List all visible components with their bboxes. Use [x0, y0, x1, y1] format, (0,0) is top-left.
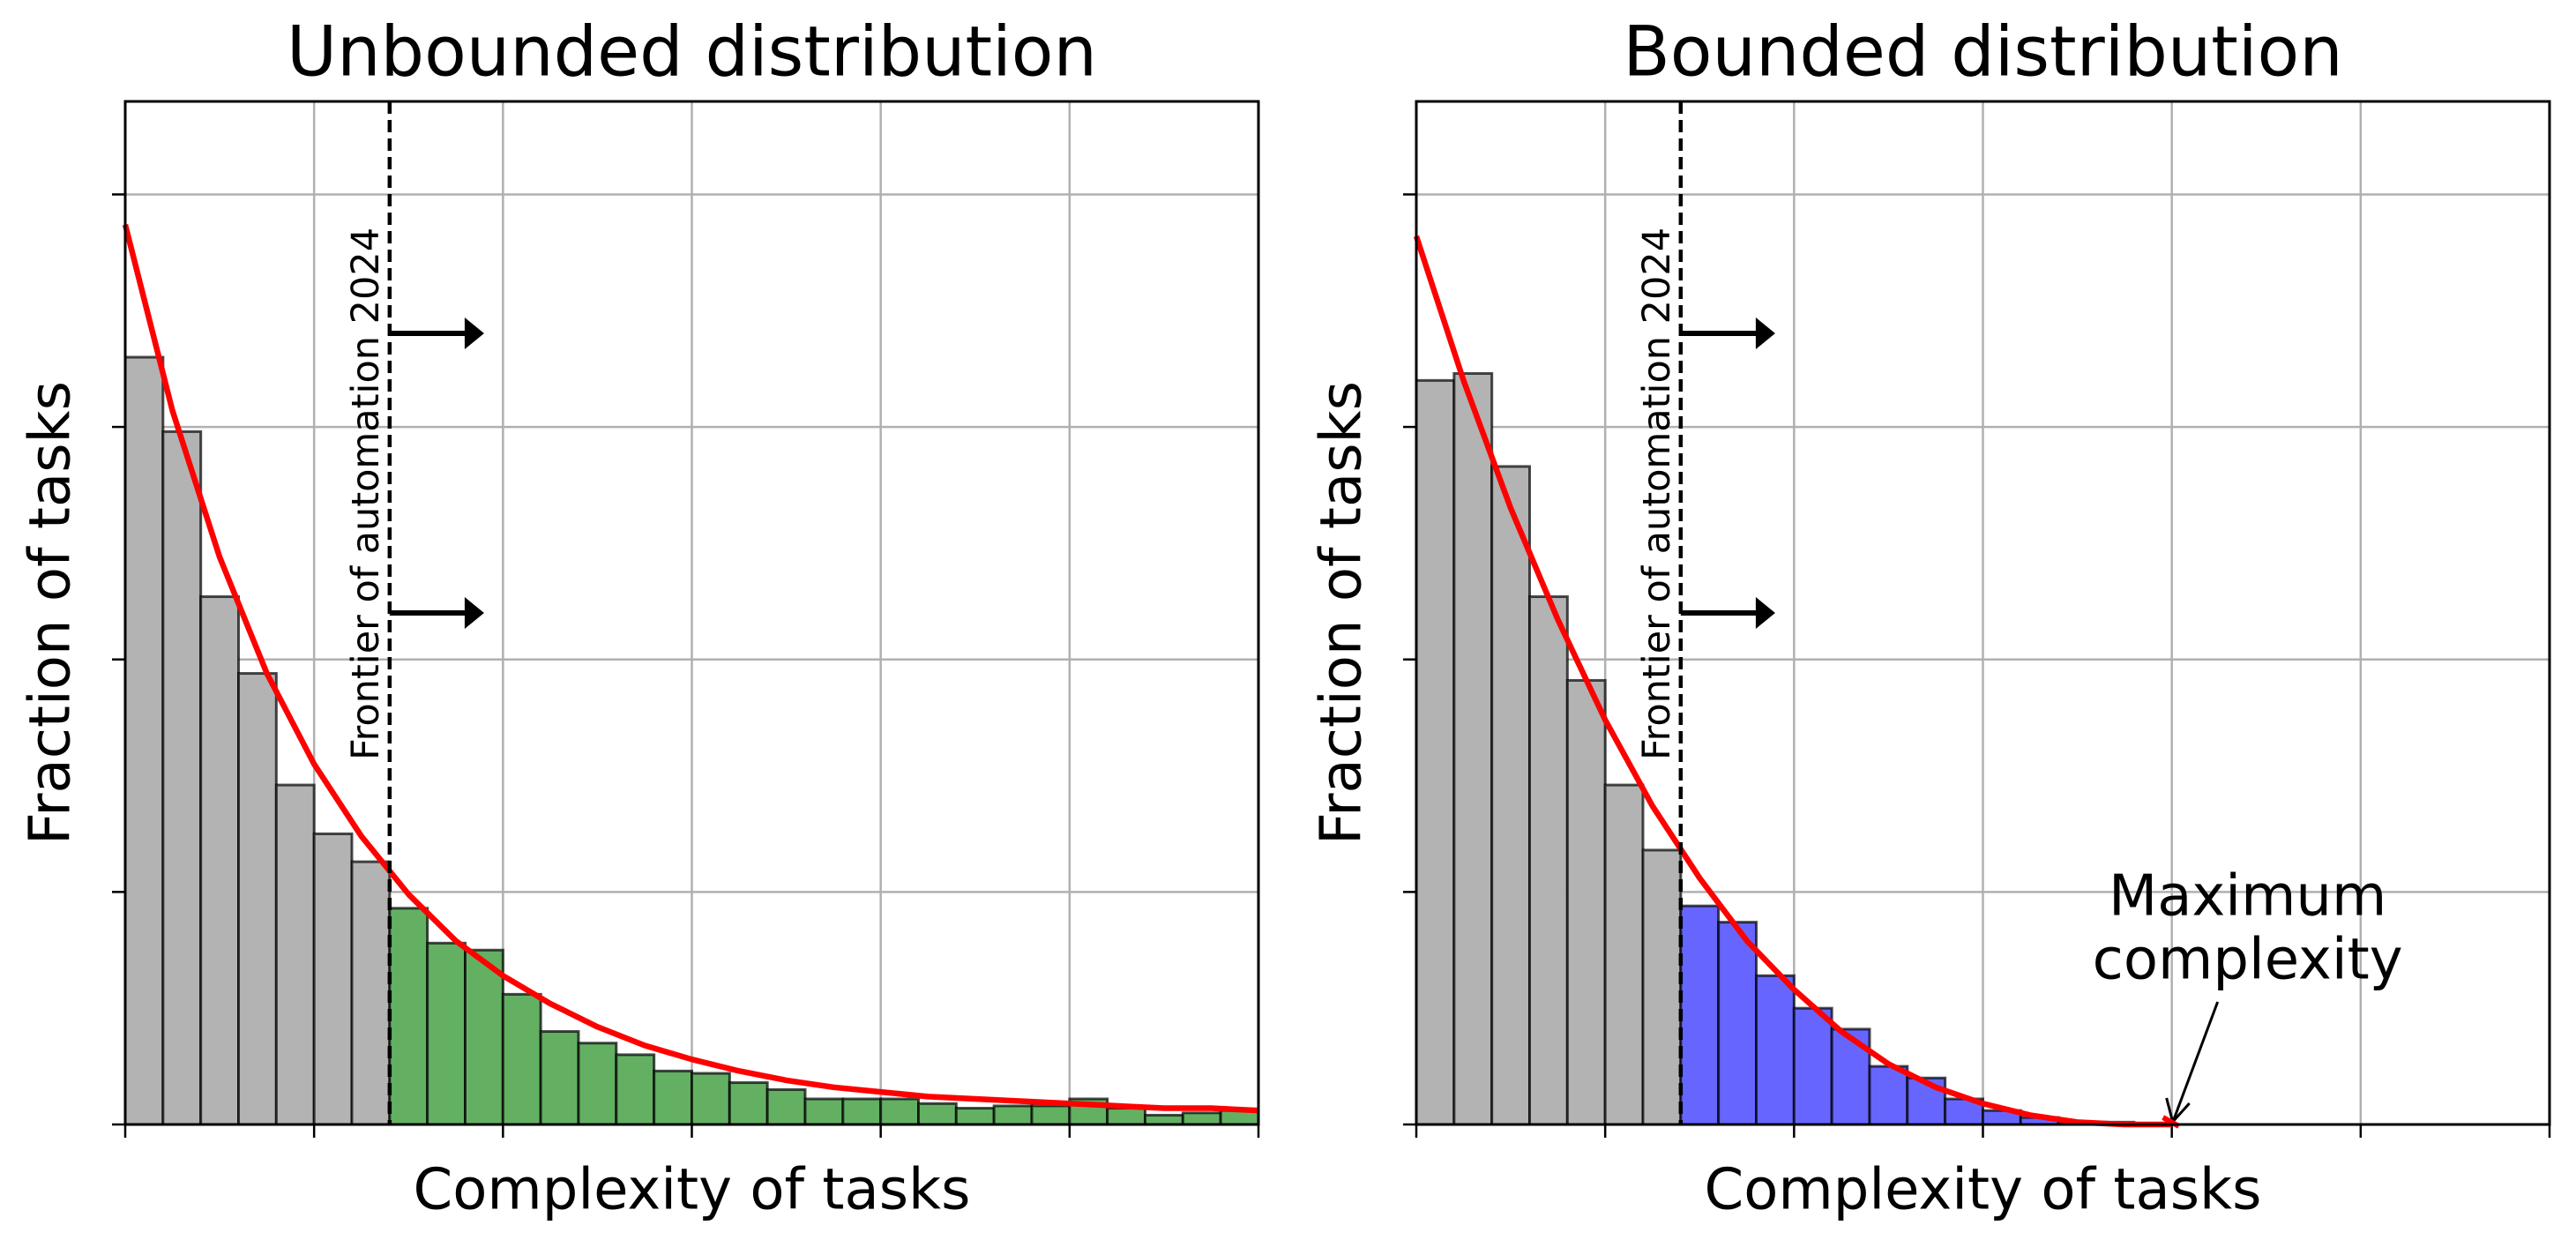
bar: [992, 1104, 1034, 1126]
bar: [1030, 1104, 1071, 1126]
bar: [1603, 783, 1645, 1126]
bar: [615, 1053, 656, 1126]
bar: [917, 1102, 958, 1126]
fit-curve: [122, 223, 1259, 1114]
y-axis-label: Fraction of tasks: [1310, 381, 1375, 845]
axes-frame: [1415, 100, 2551, 1126]
bar: [728, 1081, 769, 1126]
bar: [1717, 921, 1758, 1126]
bar: [1106, 1107, 1146, 1126]
bar: [1565, 678, 1607, 1126]
bar: [161, 430, 203, 1126]
bar: [464, 948, 504, 1126]
arrow-head: [1755, 317, 1775, 349]
arrow-head: [464, 597, 484, 629]
bar: [274, 783, 316, 1126]
bar: [1181, 1111, 1222, 1126]
bar: [577, 1042, 618, 1126]
arrow-head: [1755, 597, 1775, 629]
bar: [388, 907, 429, 1126]
bar: [1528, 595, 1569, 1126]
bar: [841, 1097, 883, 1126]
axes-frame: [123, 100, 1260, 1126]
bar: [954, 1107, 996, 1126]
annotation-arrow: [2172, 1001, 2220, 1121]
annotation-text: Maximum: [2109, 864, 2386, 930]
bar: [539, 1030, 580, 1126]
x-axis-label: Complexity of tasks: [414, 1158, 971, 1223]
bar: [803, 1097, 845, 1126]
bar: [1830, 1027, 1871, 1126]
bar: [1641, 848, 1683, 1126]
bar: [1792, 1006, 1833, 1126]
frontier-label: Frontier of automation 2024: [344, 228, 388, 760]
x-axis-label: Complexity of tasks: [1705, 1158, 2262, 1223]
bar: [653, 1069, 694, 1126]
bar: [1144, 1113, 1184, 1126]
frontier-label: Frontier of automation 2024: [1635, 228, 1679, 760]
bar: [879, 1097, 921, 1126]
bar: [501, 992, 542, 1126]
fit-curve: [1413, 235, 2172, 1128]
bar: [1868, 1065, 1909, 1126]
y-axis-label: Fraction of tasks: [19, 381, 84, 845]
bar: [1755, 974, 1796, 1126]
bar: [691, 1072, 731, 1126]
bar: [237, 672, 278, 1126]
bar: [1490, 465, 1531, 1126]
bar: [1452, 371, 1494, 1126]
bar: [123, 355, 165, 1126]
bar: [426, 941, 467, 1126]
bar: [199, 595, 241, 1126]
bar: [765, 1087, 807, 1126]
chart-title: Unbounded distribution: [287, 12, 1097, 92]
bar: [350, 860, 392, 1126]
arrow-head: [464, 317, 484, 349]
bar: [312, 832, 354, 1126]
chart-title: Bounded distribution: [1623, 12, 2342, 92]
bar: [1415, 378, 1456, 1126]
bar: [1679, 904, 1721, 1126]
annotation-text: complexity: [2093, 928, 2403, 993]
